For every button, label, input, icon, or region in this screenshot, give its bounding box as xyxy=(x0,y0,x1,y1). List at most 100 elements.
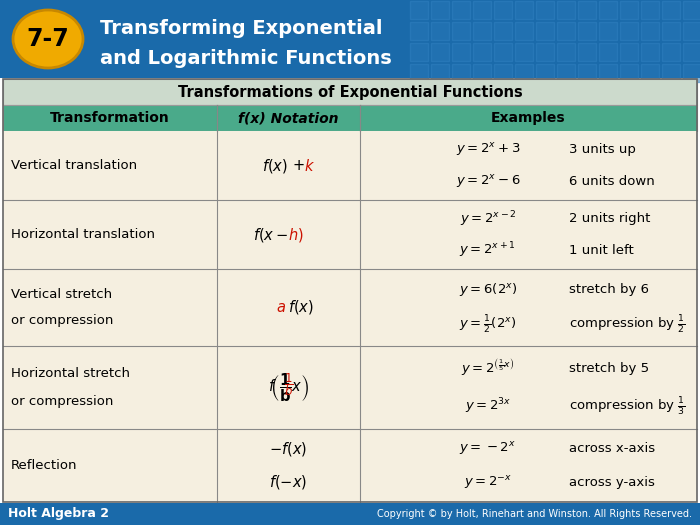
Text: 1 unit left: 1 unit left xyxy=(569,244,634,257)
Text: $y = 2^{x+1}$: $y = 2^{x+1}$ xyxy=(459,241,517,260)
Bar xyxy=(473,22,491,40)
Bar xyxy=(578,64,596,82)
Bar xyxy=(662,22,680,40)
Text: $\mathit{f(-x)}$: $\mathit{f(-x)}$ xyxy=(270,474,307,491)
Text: Transformation: Transformation xyxy=(50,111,170,125)
Text: $y = 6(2^x)$: $y = 6(2^x)$ xyxy=(458,281,517,298)
Text: or compression: or compression xyxy=(11,395,113,408)
Text: stretch by 6: stretch by 6 xyxy=(569,284,649,296)
Bar xyxy=(3,269,697,345)
Bar xyxy=(3,200,697,269)
Bar xyxy=(557,43,575,61)
Bar xyxy=(431,64,449,82)
Text: $y = 2^{\left(\frac{1}{5}x\right)}$: $y = 2^{\left(\frac{1}{5}x\right)}$ xyxy=(461,358,514,379)
Bar xyxy=(452,22,470,40)
Text: Transformations of Exponential Functions: Transformations of Exponential Functions xyxy=(178,85,522,100)
Text: Horizontal stretch: Horizontal stretch xyxy=(11,366,130,380)
Bar xyxy=(578,22,596,40)
Bar xyxy=(620,1,638,19)
Text: stretch by 5: stretch by 5 xyxy=(569,362,649,375)
Bar xyxy=(536,22,554,40)
Bar xyxy=(431,1,449,19)
Bar xyxy=(557,64,575,82)
Text: compression by $\frac{1}{3}$: compression by $\frac{1}{3}$ xyxy=(569,396,686,418)
Bar xyxy=(431,43,449,61)
Bar xyxy=(431,22,449,40)
Bar xyxy=(473,43,491,61)
Bar xyxy=(620,43,638,61)
Bar xyxy=(620,64,638,82)
Text: Holt Algebra 2: Holt Algebra 2 xyxy=(8,508,109,520)
Text: $\mathit{k}$: $\mathit{k}$ xyxy=(304,158,315,174)
Text: $\mathit{f}\!\left(\dfrac{\mathbf{1}}{\mathbf{b}}x\right)$: $\mathit{f}\!\left(\dfrac{\mathbf{1}}{\m… xyxy=(267,371,309,404)
Text: Reflection: Reflection xyxy=(11,459,78,472)
Bar xyxy=(515,1,533,19)
Bar xyxy=(578,43,596,61)
Bar xyxy=(662,1,680,19)
Text: 2 units right: 2 units right xyxy=(569,212,650,225)
Bar xyxy=(641,43,659,61)
Bar xyxy=(3,429,697,502)
Bar xyxy=(683,43,700,61)
Text: $\mathit{a}$: $\mathit{a}$ xyxy=(276,300,286,315)
Text: $+$: $+$ xyxy=(288,158,305,173)
Text: $y = 2^{3x}$: $y = 2^{3x}$ xyxy=(465,397,511,416)
Text: Examples: Examples xyxy=(491,111,566,125)
Bar xyxy=(641,22,659,40)
Text: f(x) Notation: f(x) Notation xyxy=(238,111,339,125)
Bar xyxy=(599,1,617,19)
Text: compression by $\frac{1}{2}$: compression by $\frac{1}{2}$ xyxy=(569,314,686,336)
Bar xyxy=(515,43,533,61)
Bar xyxy=(641,1,659,19)
Bar xyxy=(683,64,700,82)
Text: 3 units up: 3 units up xyxy=(569,143,636,156)
Bar xyxy=(536,1,554,19)
Bar xyxy=(3,79,697,105)
Text: across y-axis: across y-axis xyxy=(569,476,654,489)
Bar xyxy=(410,22,428,40)
Bar xyxy=(494,22,512,40)
Bar xyxy=(536,64,554,82)
Ellipse shape xyxy=(13,10,83,68)
Bar xyxy=(578,1,596,19)
Bar xyxy=(683,1,700,19)
Text: $\dfrac{1}{b}$: $\dfrac{1}{b}$ xyxy=(284,371,294,398)
Text: 7-7: 7-7 xyxy=(27,27,69,51)
Text: $y = 2^x + 3$: $y = 2^x + 3$ xyxy=(456,141,520,158)
Bar xyxy=(410,1,428,19)
Bar xyxy=(599,43,617,61)
Bar xyxy=(3,345,697,429)
Bar xyxy=(494,43,512,61)
Text: Vertical stretch: Vertical stretch xyxy=(11,288,112,301)
Bar xyxy=(599,22,617,40)
Bar xyxy=(536,43,554,61)
Text: $-\mathit{f(x)}$: $-\mathit{f(x)}$ xyxy=(270,440,307,458)
Bar xyxy=(473,1,491,19)
Bar xyxy=(494,64,512,82)
Bar xyxy=(410,64,428,82)
Bar xyxy=(599,64,617,82)
Text: Vertical translation: Vertical translation xyxy=(11,159,137,172)
Text: $y = 2^{x-2}$: $y = 2^{x-2}$ xyxy=(459,209,517,228)
Text: across x-axis: across x-axis xyxy=(569,443,655,455)
Text: 6 units down: 6 units down xyxy=(569,175,654,188)
Bar xyxy=(452,1,470,19)
Bar xyxy=(0,503,700,525)
Bar xyxy=(515,64,533,82)
Text: Copyright © by Holt, Rinehart and Winston. All Rights Reserved.: Copyright © by Holt, Rinehart and Winsto… xyxy=(377,509,692,519)
Text: $\mathit{f(x)}$: $\mathit{f(x)}$ xyxy=(262,156,288,174)
Text: $\mathit{h)}$: $\mathit{h)}$ xyxy=(288,226,304,244)
Bar xyxy=(410,43,428,61)
Bar xyxy=(452,64,470,82)
Bar xyxy=(683,22,700,40)
Text: $\mathit{f(x)}$: $\mathit{f(x)}$ xyxy=(288,298,314,317)
Text: $\mathit{f(x} - $: $\mathit{f(x} - $ xyxy=(253,226,288,244)
Bar xyxy=(452,43,470,61)
Bar xyxy=(494,1,512,19)
Bar xyxy=(473,64,491,82)
Text: or compression: or compression xyxy=(11,314,113,327)
Bar xyxy=(557,1,575,19)
Text: $y = \frac{1}{2}(2^x)$: $y = \frac{1}{2}(2^x)$ xyxy=(459,314,517,336)
Bar xyxy=(662,43,680,61)
Bar xyxy=(641,64,659,82)
